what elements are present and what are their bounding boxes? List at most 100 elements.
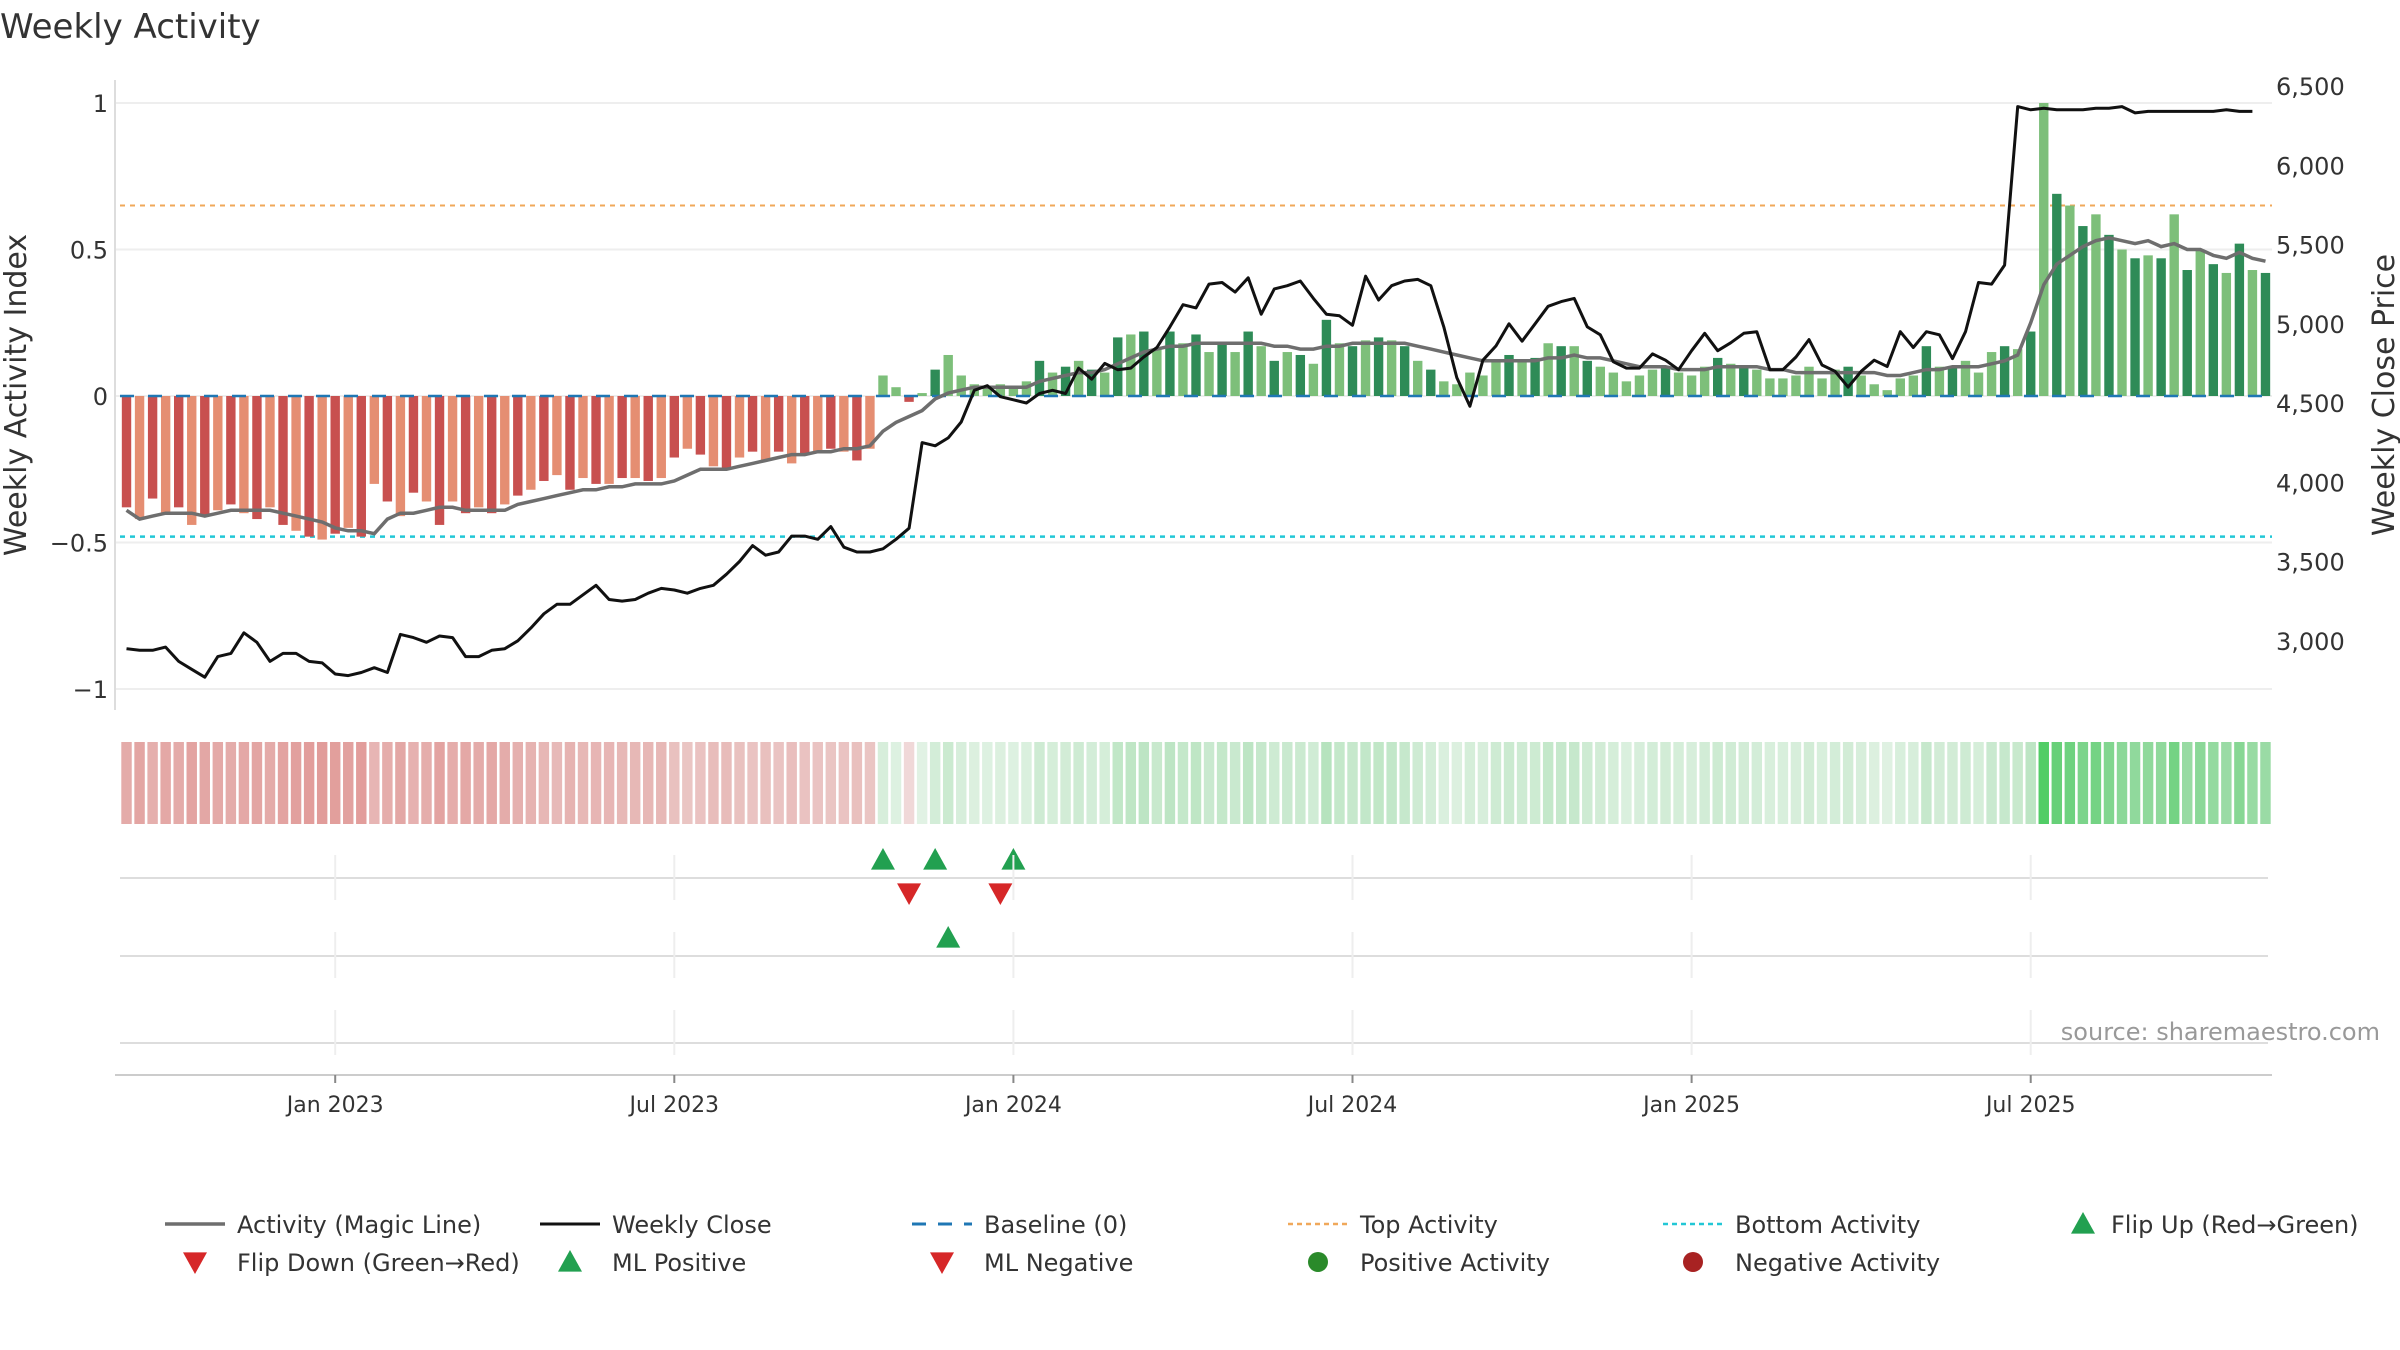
heat-cell <box>1321 742 1332 824</box>
activity-bar <box>1256 346 1266 396</box>
heat-cell <box>1699 742 1710 824</box>
activity-bar <box>708 396 719 467</box>
activity-bar <box>2143 255 2153 396</box>
left-tick-label: −1 <box>73 676 108 704</box>
heat-cell <box>395 742 406 824</box>
date-tick-label: Jul 2023 <box>628 1093 720 1118</box>
legend-swatch <box>930 1252 954 1274</box>
activity-bar <box>578 396 588 479</box>
activity-bar <box>200 396 210 517</box>
heat-cell <box>1986 742 1997 824</box>
activity-bar <box>1947 366 1958 396</box>
heat-cell <box>1503 742 1515 824</box>
heat-cell <box>2247 742 2258 824</box>
heat-cell <box>851 742 863 824</box>
heat-cell <box>2221 742 2232 824</box>
activity-bar <box>1269 360 1279 396</box>
legend-label: Negative Activity <box>1735 1249 1940 1277</box>
flip-down-marker <box>988 883 1013 905</box>
heat-cell <box>1073 742 1084 824</box>
activity-bar <box>878 375 888 396</box>
right-tick-label: 6,500 <box>2276 73 2345 101</box>
heat-cell <box>160 742 171 824</box>
activity-bar <box>343 396 353 528</box>
activity-bar <box>2065 205 2075 396</box>
heat-cell <box>1673 742 1684 824</box>
magic-line <box>125 236 2266 536</box>
legend-item-top: Top Activity <box>1288 1211 1498 1239</box>
legend-item-negact: Negative Activity <box>1683 1249 1940 1277</box>
activity-bar <box>917 393 927 396</box>
activity-bar <box>1856 375 1866 396</box>
heat-cell <box>264 742 276 824</box>
legend-swatch <box>558 1250 582 1272</box>
heat-cell <box>603 742 615 824</box>
heat-cell <box>1595 742 1606 824</box>
heat-cell <box>1947 742 1958 824</box>
date-axis: Jan 2023 Jul 2023 Jan 2024 Jul 2024 Jan 2025… <box>115 855 2272 1118</box>
activity-bar <box>1752 369 1762 396</box>
chart-title: Weekly Activity <box>0 7 261 47</box>
activity-bar <box>1321 319 1332 396</box>
activity-bar <box>1504 354 1514 396</box>
activity-bar <box>1999 346 2010 396</box>
activity-bar <box>604 396 614 484</box>
activity-bar <box>265 396 275 508</box>
activity-bar <box>1478 375 1488 396</box>
heat-cell <box>2142 742 2154 824</box>
activity-bar <box>773 396 784 452</box>
heat-cell <box>1451 742 1463 824</box>
activity-bar <box>1008 387 1019 396</box>
activity-bar <box>1595 366 1606 396</box>
heat-cell <box>1751 742 1763 824</box>
heat-cell <box>2168 742 2180 824</box>
heat-cell <box>877 742 889 824</box>
heat-cell <box>890 742 902 824</box>
heat-cell <box>1386 742 1397 824</box>
activity-bar <box>1869 384 1879 396</box>
heat-cell <box>590 742 602 824</box>
heat-cell <box>1686 742 1697 824</box>
legend-label: Positive Activity <box>1360 1249 1550 1277</box>
legend: Activity (Magic Line) Weekly Close Baselin… <box>165 1211 2359 1277</box>
activity-bar <box>734 396 745 458</box>
heat-cell <box>225 742 237 824</box>
activity-bar <box>1608 372 1619 396</box>
heat-cell <box>2038 742 2049 824</box>
heat-cell <box>734 742 745 824</box>
activity-bar <box>121 396 132 508</box>
heat-cell <box>382 742 393 824</box>
activity-bar <box>813 396 823 452</box>
activity-bar <box>226 396 236 505</box>
activity-bar <box>800 396 810 455</box>
heat-cell <box>199 742 210 824</box>
activity-bar <box>473 396 484 508</box>
heat-cell <box>2012 742 2023 824</box>
legend-item-flipdown: Flip Down (Green→Red) <box>183 1249 520 1277</box>
reference-lines <box>120 204 2272 538</box>
activity-bar <box>304 396 314 537</box>
source-label: source: sharemaestro.com <box>2061 1018 2380 1046</box>
heat-cell <box>1777 742 1789 824</box>
activity-bar <box>1556 346 1566 396</box>
heat-cell <box>799 742 810 824</box>
activity-bar <box>1426 369 1436 396</box>
activity-bar <box>356 396 366 537</box>
activity-bar <box>1543 343 1553 396</box>
legend-label: Activity (Magic Line) <box>237 1211 481 1239</box>
heat-cell <box>760 742 771 824</box>
activity-bar <box>1191 334 1201 396</box>
activity-bar <box>2221 272 2232 396</box>
legend-swatch <box>1308 1252 1328 1272</box>
activity-bar <box>1634 375 1645 396</box>
activity-bar <box>1934 366 1945 396</box>
activity-bar <box>1465 372 1475 396</box>
legend-item-posact: Positive Activity <box>1308 1249 1550 1277</box>
heat-cell <box>1934 742 1945 824</box>
heat-cell <box>1999 742 2010 824</box>
legend-item-bottom: Bottom Activity <box>1663 1211 1920 1239</box>
heat-cell <box>499 742 510 824</box>
left-tick-label: 1 <box>93 90 108 118</box>
right-axis-title: Weekly Close Price <box>2367 254 2400 536</box>
heat-cell <box>1855 742 1867 824</box>
